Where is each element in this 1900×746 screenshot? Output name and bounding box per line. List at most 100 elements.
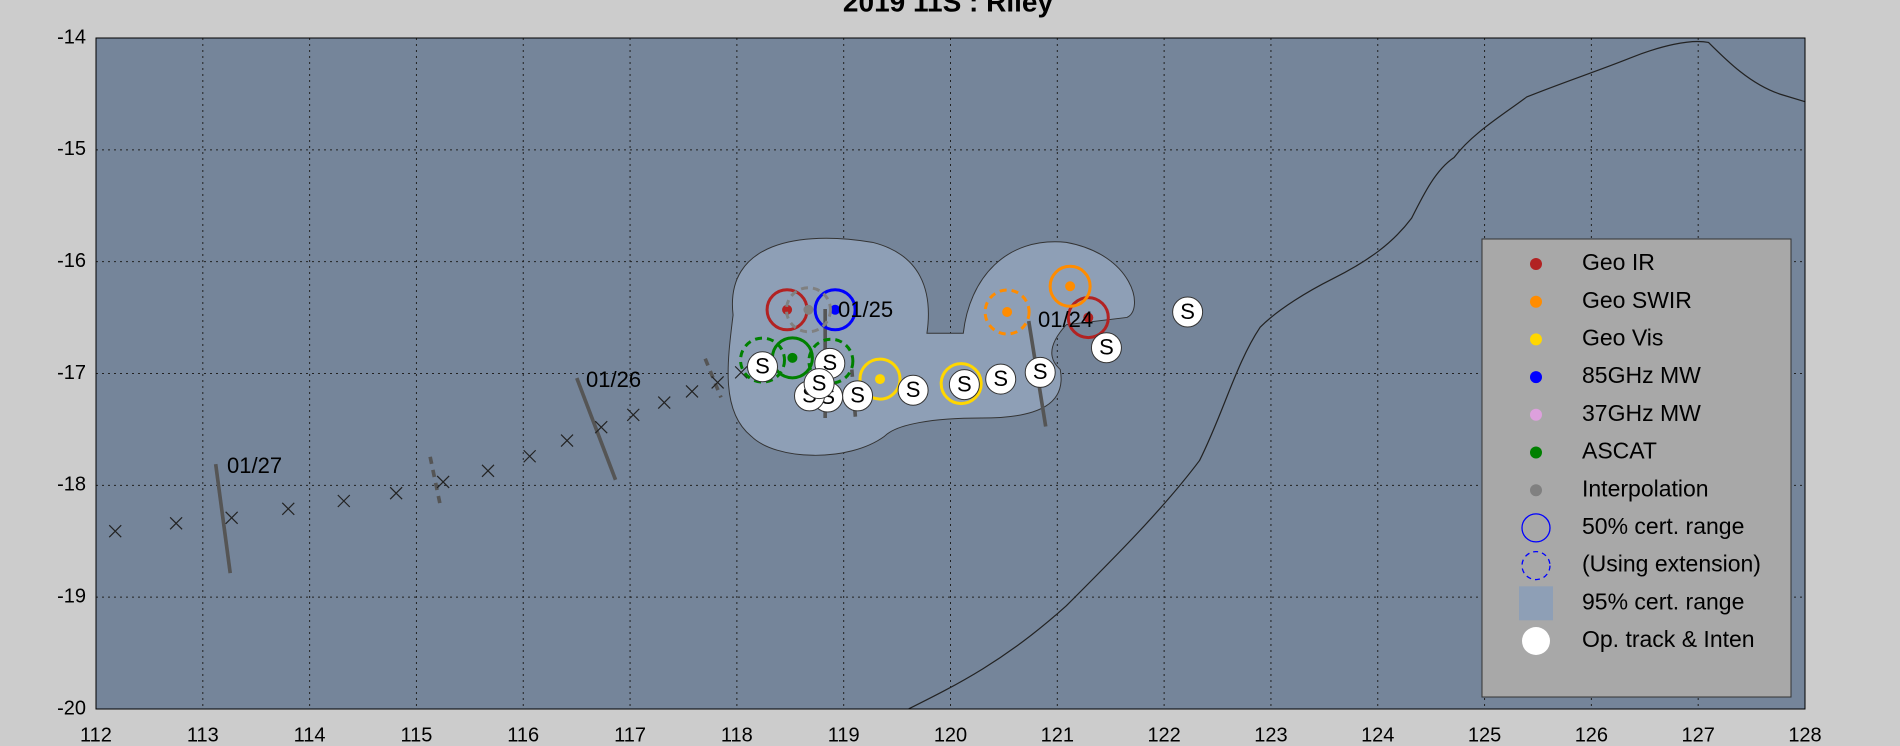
fix-point <box>1065 281 1076 292</box>
legend-symbol <box>1522 627 1550 655</box>
y-tick-label: -19 <box>57 585 86 607</box>
x-tick-label: 116 <box>507 724 539 746</box>
legend-label: Geo Vis <box>1582 324 1663 350</box>
op-track-label: S <box>812 370 827 395</box>
op-track-label: S <box>1099 335 1114 360</box>
past-track-point <box>389 486 403 500</box>
legend-symbol <box>1521 550 1551 581</box>
x-tick-label: 114 <box>294 724 326 746</box>
legend-symbol <box>1530 484 1542 497</box>
y-tick-label: -20 <box>57 697 86 719</box>
op-track-point <box>897 374 929 406</box>
past-track-point <box>225 511 239 525</box>
op-track-point <box>985 363 1017 395</box>
past-track-point <box>711 376 725 389</box>
past-track-point <box>657 396 671 410</box>
cert-ring <box>858 357 902 401</box>
past-track-point <box>436 475 450 489</box>
x-tick-label: 120 <box>934 724 967 746</box>
past-track-point <box>169 516 183 530</box>
op-track-point <box>747 351 779 383</box>
legend-box <box>1481 238 1792 698</box>
past-track-point <box>523 449 537 463</box>
y-tick-label: -15 <box>57 138 86 160</box>
y-tick-label: -16 <box>57 250 86 272</box>
legend-label: Op. track & Inten <box>1582 626 1755 652</box>
y-tick-label: -18 <box>57 474 86 496</box>
y-tick-label: -14 <box>57 26 86 48</box>
legend-symbol <box>1530 408 1542 421</box>
x-tick-label: 117 <box>614 724 646 746</box>
op-track-label: S <box>906 377 921 402</box>
legend-symbol <box>1530 446 1542 459</box>
past-track-point <box>594 420 608 434</box>
fix-point <box>1083 312 1094 323</box>
x-tick-label: 124 <box>1361 724 1394 746</box>
legend-label: 37GHz MW <box>1582 400 1701 426</box>
cert-ring <box>784 286 832 334</box>
legend-symbol <box>1530 333 1542 346</box>
fix-point <box>787 352 798 363</box>
x-tick-label: 127 <box>1682 724 1715 746</box>
fix-point <box>830 304 841 315</box>
op-track-point <box>1172 296 1204 328</box>
op-track-label: S <box>1180 299 1195 324</box>
past-track-point <box>685 384 699 398</box>
past-track-point <box>108 524 122 538</box>
fix-point <box>803 304 814 315</box>
legend-label: 85GHz MW <box>1582 362 1701 388</box>
past-track-point <box>281 502 295 516</box>
past-track-point <box>626 408 640 422</box>
marks: SSSSSSSSSSSS <box>108 264 1204 538</box>
op-track-point <box>1090 332 1122 364</box>
op-track-point <box>948 369 980 401</box>
legend-symbol <box>1530 295 1542 308</box>
cert-ring <box>807 337 855 385</box>
op-track-label: S <box>1033 359 1048 384</box>
past-track-point <box>734 365 748 379</box>
op-track-label: S <box>822 350 837 375</box>
chart-title: 2019 11S : Riley <box>843 0 1054 17</box>
fix-point <box>1002 306 1013 317</box>
cert-ring <box>739 336 787 384</box>
x-tick-label: 126 <box>1575 724 1608 746</box>
fix-point <box>875 374 886 385</box>
x-tick-label: 121 <box>1041 724 1074 746</box>
cert-ring <box>813 288 857 332</box>
legend-label: (Using extension) <box>1582 551 1761 577</box>
fix-point <box>782 304 793 315</box>
op-track-label: S <box>850 383 865 408</box>
past-track-point <box>337 494 351 508</box>
x-tick-label: 125 <box>1468 724 1501 746</box>
date-label: 01/27 <box>227 453 282 478</box>
x-tick-label: 128 <box>1788 724 1821 746</box>
x-tick-label: 123 <box>1254 724 1287 746</box>
legend-label: ASCAT <box>1582 438 1657 464</box>
legend-label: Geo IR <box>1582 249 1655 275</box>
legend-symbol <box>1530 258 1542 270</box>
cert-ring <box>1048 264 1092 308</box>
op-track-label: S <box>957 371 972 396</box>
date-label: 01/25 <box>838 297 893 322</box>
legend-label: Geo SWIR <box>1582 287 1692 313</box>
cert-ring <box>939 362 983 406</box>
legend: Geo IR Geo SWIR Geo Vis 85GHz MW 37GHz MW ASC… <box>1481 238 1792 698</box>
coastline <box>908 40 1806 710</box>
y-tick-label: -17 <box>57 362 86 384</box>
op-track-label: S <box>755 354 770 379</box>
x-tick-label: 122 <box>1147 724 1180 746</box>
legend-symbol <box>1521 513 1551 543</box>
legend-label: 95% cert. range <box>1582 588 1744 614</box>
x-tick-label: 115 <box>400 724 432 746</box>
x-tick-label: 119 <box>828 724 860 746</box>
x-tick-label: 113 <box>187 724 219 746</box>
legend-label: Interpolation <box>1582 475 1709 501</box>
cert-ring <box>983 288 1031 336</box>
date-label: 01/26 <box>586 367 641 392</box>
past-track-point <box>560 434 574 448</box>
legend-symbol <box>1519 586 1553 621</box>
x-tick-label: 112 <box>80 724 112 746</box>
op-track-point <box>1024 356 1056 388</box>
